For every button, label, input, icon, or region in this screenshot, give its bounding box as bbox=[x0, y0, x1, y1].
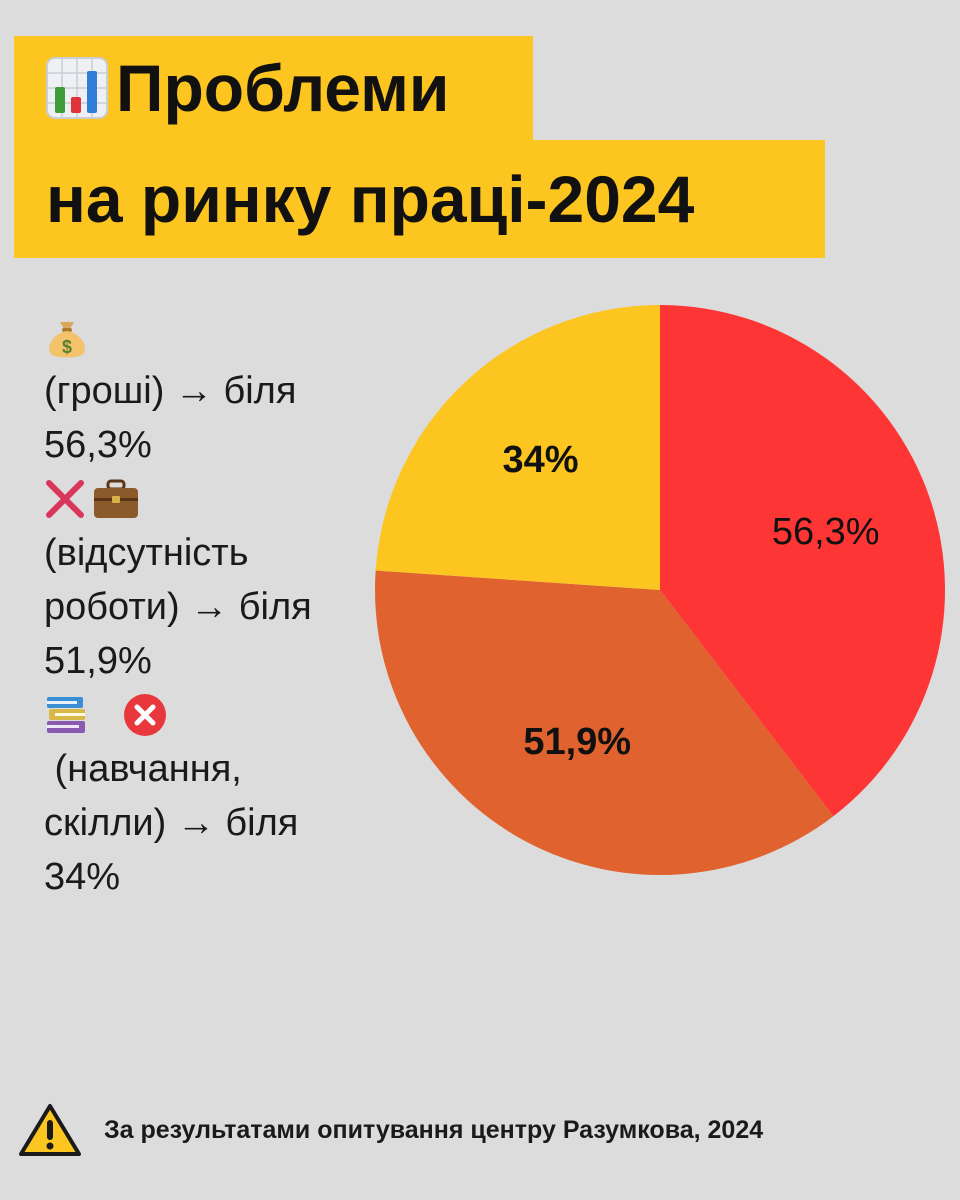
cross-mark-icon bbox=[46, 480, 84, 518]
title-line-2: на ринку праці-2024 bbox=[14, 140, 825, 258]
bar-chart-icon bbox=[46, 57, 108, 119]
title-text-line-1: Проблеми bbox=[116, 51, 450, 125]
legend-money-line-2: 56,3% bbox=[44, 424, 152, 466]
warning-icon bbox=[19, 1104, 81, 1156]
pie-slice-1 bbox=[660, 305, 945, 817]
pie-chart: 56,3% 51,9% 34% bbox=[375, 305, 945, 875]
pie-slice-label-2: 51,9% bbox=[523, 721, 631, 763]
legend-item-job-icons bbox=[44, 472, 384, 526]
source-footer: За результатами опитування центру Разумк… bbox=[18, 1100, 763, 1160]
pie-slice-3 bbox=[375, 305, 660, 590]
money-bag-icon: $ bbox=[49, 322, 85, 358]
legend-job-line-3: 51,9% bbox=[44, 640, 152, 682]
cross-circle-icon bbox=[124, 694, 166, 736]
legend-item-education-icons bbox=[44, 688, 384, 742]
pie-slice-label-3: 34% bbox=[503, 439, 579, 481]
title-text-line-2: на ринку праці-2024 bbox=[46, 162, 695, 236]
legend-money-line-1: (гроші) → біля bbox=[44, 370, 297, 412]
briefcase-icon bbox=[94, 479, 138, 518]
legend-education-line-1: (навчання, bbox=[44, 748, 242, 790]
legend-job-line-1: (відсутність bbox=[44, 532, 249, 574]
title-line-1: Проблеми bbox=[14, 36, 533, 140]
legend-education-line-3: 34% bbox=[44, 856, 121, 898]
legend-job-line-2: роботи) → біля bbox=[44, 586, 312, 628]
pie-slice-2 bbox=[375, 570, 834, 875]
legend-education-line-2: скілли) → біля bbox=[44, 802, 299, 844]
books-icon bbox=[47, 697, 85, 733]
legend: $ (гроші) → біля 56,3% (відсутність робо… bbox=[44, 310, 384, 904]
source-text: За результатами опитування центру Разумк… bbox=[104, 1115, 764, 1144]
svg-text:$: $ bbox=[62, 337, 72, 357]
pie-slice-label-1: 56,3% bbox=[772, 511, 880, 553]
legend-item-money-icons: $ bbox=[44, 310, 384, 364]
